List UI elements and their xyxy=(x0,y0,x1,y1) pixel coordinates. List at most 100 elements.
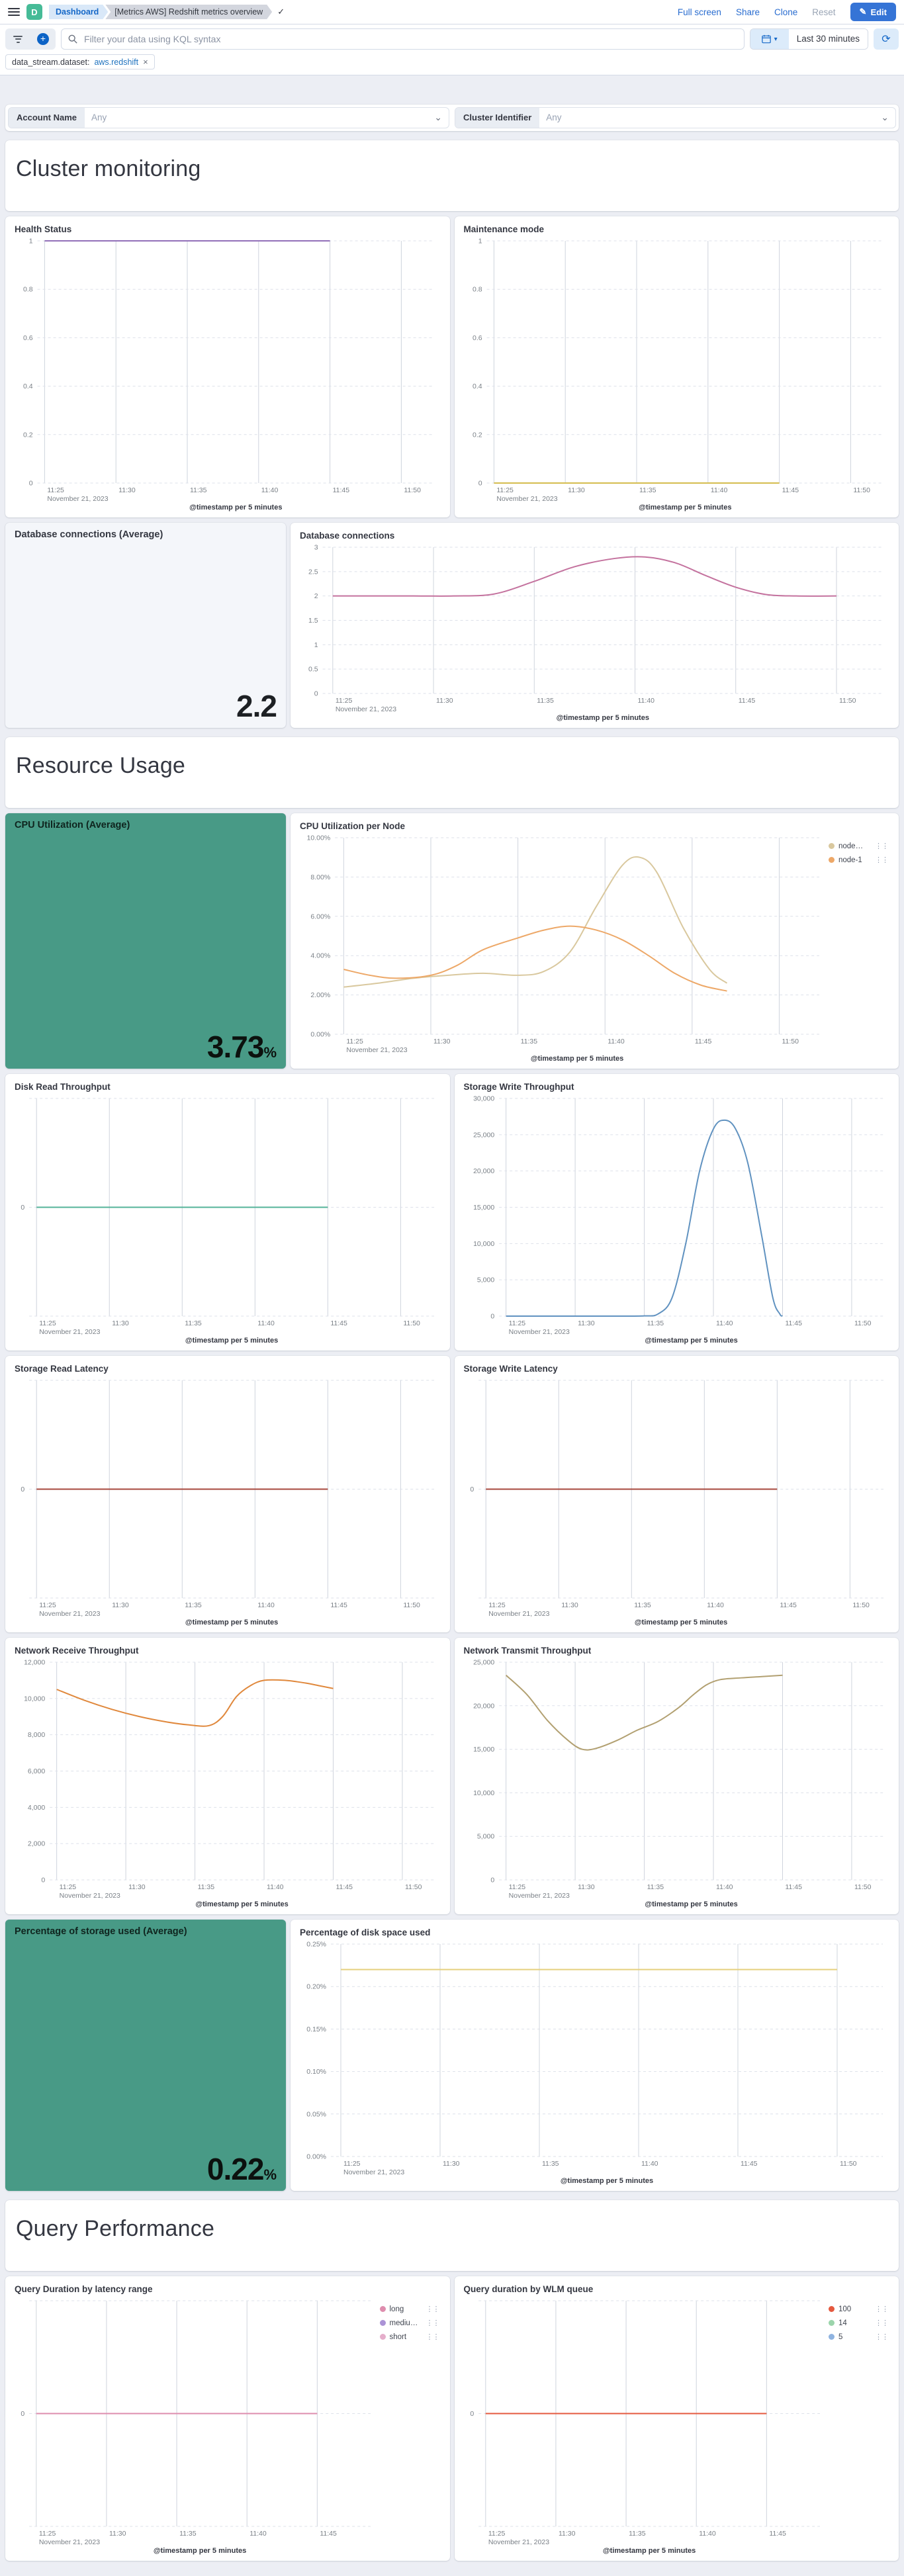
filter-pill-field: data_stream.dataset: xyxy=(12,57,90,67)
svg-text:6,000: 6,000 xyxy=(28,1767,45,1775)
dashboard-logo[interactable]: D xyxy=(26,4,42,20)
legend-more-icon[interactable]: ⋮⋮ xyxy=(875,2305,889,2313)
edit-button[interactable]: ✎ Edit xyxy=(850,3,896,21)
svg-text:15,000: 15,000 xyxy=(473,1746,494,1754)
svg-text:10,000: 10,000 xyxy=(24,1695,45,1703)
breadcrumb-dashboard[interactable]: Dashboard xyxy=(49,5,108,19)
control-cluster-identifier[interactable]: Cluster Identifier Any ⌄ xyxy=(455,107,896,128)
panel-network-transmit-throughput: Network Transmit Throughput 25,000 20,000… xyxy=(454,1638,899,1914)
db-connections-chart[interactable]: 3 2.5 2 1.5 1 0.5 0 11:25 November 21, 2023 11:30… xyxy=(300,541,889,727)
svg-text:0.4: 0.4 xyxy=(23,382,33,390)
legend-item[interactable]: node… ⋮⋮ xyxy=(829,842,889,850)
svg-text:11:25: 11:25 xyxy=(39,2530,56,2538)
legend-more-icon[interactable]: ⋮⋮ xyxy=(875,2319,889,2327)
panel-title: Storage Write Latency xyxy=(463,1364,558,1374)
query-duration-latency-chart[interactable]: 0 11:25 November 21, 2023 11:30 11:35 11:40 11… xyxy=(15,2294,441,2560)
svg-text:November 21, 2023: November 21, 2023 xyxy=(39,2538,100,2546)
filter-funnel-icon xyxy=(13,34,23,44)
svg-text:11:40: 11:40 xyxy=(608,1038,625,1045)
filter-options-button[interactable] xyxy=(5,28,30,50)
svg-text:11:40: 11:40 xyxy=(716,1319,733,1327)
legend-more-icon[interactable]: ⋮⋮ xyxy=(426,2333,440,2341)
legend-item[interactable]: short ⋮⋮ xyxy=(379,2332,440,2341)
refresh-button[interactable]: ⟳ xyxy=(874,28,899,50)
svg-text:11:50: 11:50 xyxy=(854,1319,871,1327)
panel-title: Query Duration by latency range xyxy=(15,2284,153,2294)
svg-text:11:25: 11:25 xyxy=(508,1883,525,1891)
svg-text:11:25: 11:25 xyxy=(488,1601,506,1609)
svg-text:0: 0 xyxy=(21,2410,24,2418)
svg-text:@timestamp per 5 minutes: @timestamp per 5 minutes xyxy=(645,1337,737,1345)
clone-button[interactable]: Clone xyxy=(774,7,798,17)
network-transmit-throughput-chart[interactable]: 25,000 20,000 15,000 10,000 5,000 0 11:25 Novem… xyxy=(464,1656,890,1914)
legend-label: node-1 xyxy=(838,856,862,864)
health-status-chart[interactable]: 1 0.8 0.6 0.4 0.2 0 11:25 November 21, 2023 11:3… xyxy=(15,234,441,517)
svg-text:11:25: 11:25 xyxy=(39,1319,56,1327)
svg-text:5,000: 5,000 xyxy=(476,1833,494,1841)
legend-item[interactable]: long ⋮⋮ xyxy=(379,2305,440,2313)
legend-item[interactable]: node-1 ⋮⋮ xyxy=(829,856,889,864)
svg-text:11:45: 11:45 xyxy=(330,1601,347,1609)
panel-title: Health Status xyxy=(15,224,72,234)
legend-more-icon[interactable]: ⋮⋮ xyxy=(875,856,889,864)
chart-legend: long ⋮⋮ mediu… ⋮⋮ short ⋮⋮ xyxy=(379,2305,440,2346)
series-line xyxy=(332,556,836,597)
svg-text:1: 1 xyxy=(29,238,33,245)
svg-text:11:45: 11:45 xyxy=(333,486,350,494)
svg-text:11:40: 11:40 xyxy=(699,2530,716,2538)
filter-pill[interactable]: data_stream.dataset: aws.redshift × xyxy=(5,54,155,69)
metric-title: CPU Utilization (Average) xyxy=(15,820,130,830)
legend-more-icon[interactable]: ⋮⋮ xyxy=(875,2333,889,2341)
time-range-value[interactable]: Last 30 minutes xyxy=(788,29,868,49)
full-screen-button[interactable]: Full screen xyxy=(677,7,721,17)
reset-button[interactable]: Reset xyxy=(812,7,836,17)
disk-space-used-chart[interactable]: 0.25% 0.20% 0.15% 0.10% 0.05% 0.00% 11:25 Novem… xyxy=(300,1937,889,2190)
hamburger-menu-icon[interactable] xyxy=(8,6,20,18)
query-duration-wlm-chart[interactable]: 0 11:25 November 21, 2023 11:30 11:35 11:40 11… xyxy=(464,2294,890,2560)
svg-text:0: 0 xyxy=(470,2410,474,2418)
share-button[interactable]: Share xyxy=(735,7,760,17)
legend-item[interactable]: 14 ⋮⋮ xyxy=(829,2319,889,2327)
filter-pill-value: aws.redshift xyxy=(94,57,139,67)
query-bar-area: + ▾ Last 30 minutes ⟳ xyxy=(0,24,904,75)
svg-text:11:25: 11:25 xyxy=(346,1038,363,1045)
svg-text:3: 3 xyxy=(314,544,318,552)
add-filter-button[interactable]: + xyxy=(30,28,56,50)
svg-text:@timestamp per 5 minutes: @timestamp per 5 minutes xyxy=(561,2177,653,2185)
svg-text:11:25: 11:25 xyxy=(343,2160,361,2168)
maintenance-mode-chart[interactable]: 1 0.8 0.6 0.4 0.2 0 11:25 November 21, 2023 11:3… xyxy=(464,234,890,517)
kql-search-input[interactable] xyxy=(83,33,737,45)
disk-read-throughput-chart[interactable]: 0 11:25 November 21, 2023 11:30 11:35 11:40 11… xyxy=(15,1092,441,1350)
svg-text:@timestamp per 5 minutes: @timestamp per 5 minutes xyxy=(185,1619,278,1626)
control-account-name[interactable]: Account Name Any ⌄ xyxy=(8,107,449,128)
svg-text:0.6: 0.6 xyxy=(472,334,482,342)
remove-filter-icon[interactable]: × xyxy=(143,57,148,67)
legend-more-icon[interactable]: ⋮⋮ xyxy=(875,842,889,850)
date-picker-button[interactable]: ▾ xyxy=(750,29,789,49)
panel-title: Disk Read Throughput xyxy=(15,1082,111,1092)
control-account-name-value: Any xyxy=(91,112,107,122)
svg-text:0.4: 0.4 xyxy=(472,382,482,390)
legend-item[interactable]: 100 ⋮⋮ xyxy=(829,2305,889,2313)
svg-text:11:50: 11:50 xyxy=(840,2160,857,2168)
legend-more-icon[interactable]: ⋮⋮ xyxy=(426,2305,440,2313)
cpu-per-node-chart[interactable]: 10.00% 8.00% 6.00% 4.00% 2.00% 0.00% 11:25 Nove… xyxy=(300,831,889,1068)
series-line xyxy=(343,925,727,992)
svg-text:November 21, 2023: November 21, 2023 xyxy=(508,1892,569,1900)
storage-write-latency-chart[interactable]: 0 11:25 November 21, 2023 11:30 11:35 11:40 11… xyxy=(464,1374,890,1632)
metric-title: Database connections (Average) xyxy=(15,529,163,540)
dashboard-controls: Account Name Any ⌄ Cluster Identifier An… xyxy=(5,105,899,131)
legend-more-icon[interactable]: ⋮⋮ xyxy=(426,2319,440,2327)
network-receive-throughput-chart[interactable]: 12,000 10,000 8,000 6,000 4,000 2,000 0 11:25 No… xyxy=(15,1656,441,1914)
panel-title: Maintenance mode xyxy=(463,224,545,234)
svg-text:4.00%: 4.00% xyxy=(310,952,330,960)
storage-write-throughput-chart[interactable]: 30,000 25,000 20,000 15,000 10,000 5,000 0 11:2… xyxy=(464,1092,890,1350)
svg-text:8,000: 8,000 xyxy=(28,1731,45,1739)
storage-read-latency-chart[interactable]: 0 11:25 November 21, 2023 11:30 11:35 11:40 11… xyxy=(15,1374,441,1632)
metric-title: Percentage of storage used (Average) xyxy=(15,1926,187,1937)
legend-item[interactable]: 5 ⋮⋮ xyxy=(829,2332,889,2341)
check-icon[interactable]: ✓ xyxy=(277,7,285,17)
svg-text:0.05%: 0.05% xyxy=(306,2110,326,2118)
legend-item[interactable]: mediu… ⋮⋮ xyxy=(379,2319,440,2327)
control-cluster-identifier-label: Cluster Identifier xyxy=(455,108,540,128)
